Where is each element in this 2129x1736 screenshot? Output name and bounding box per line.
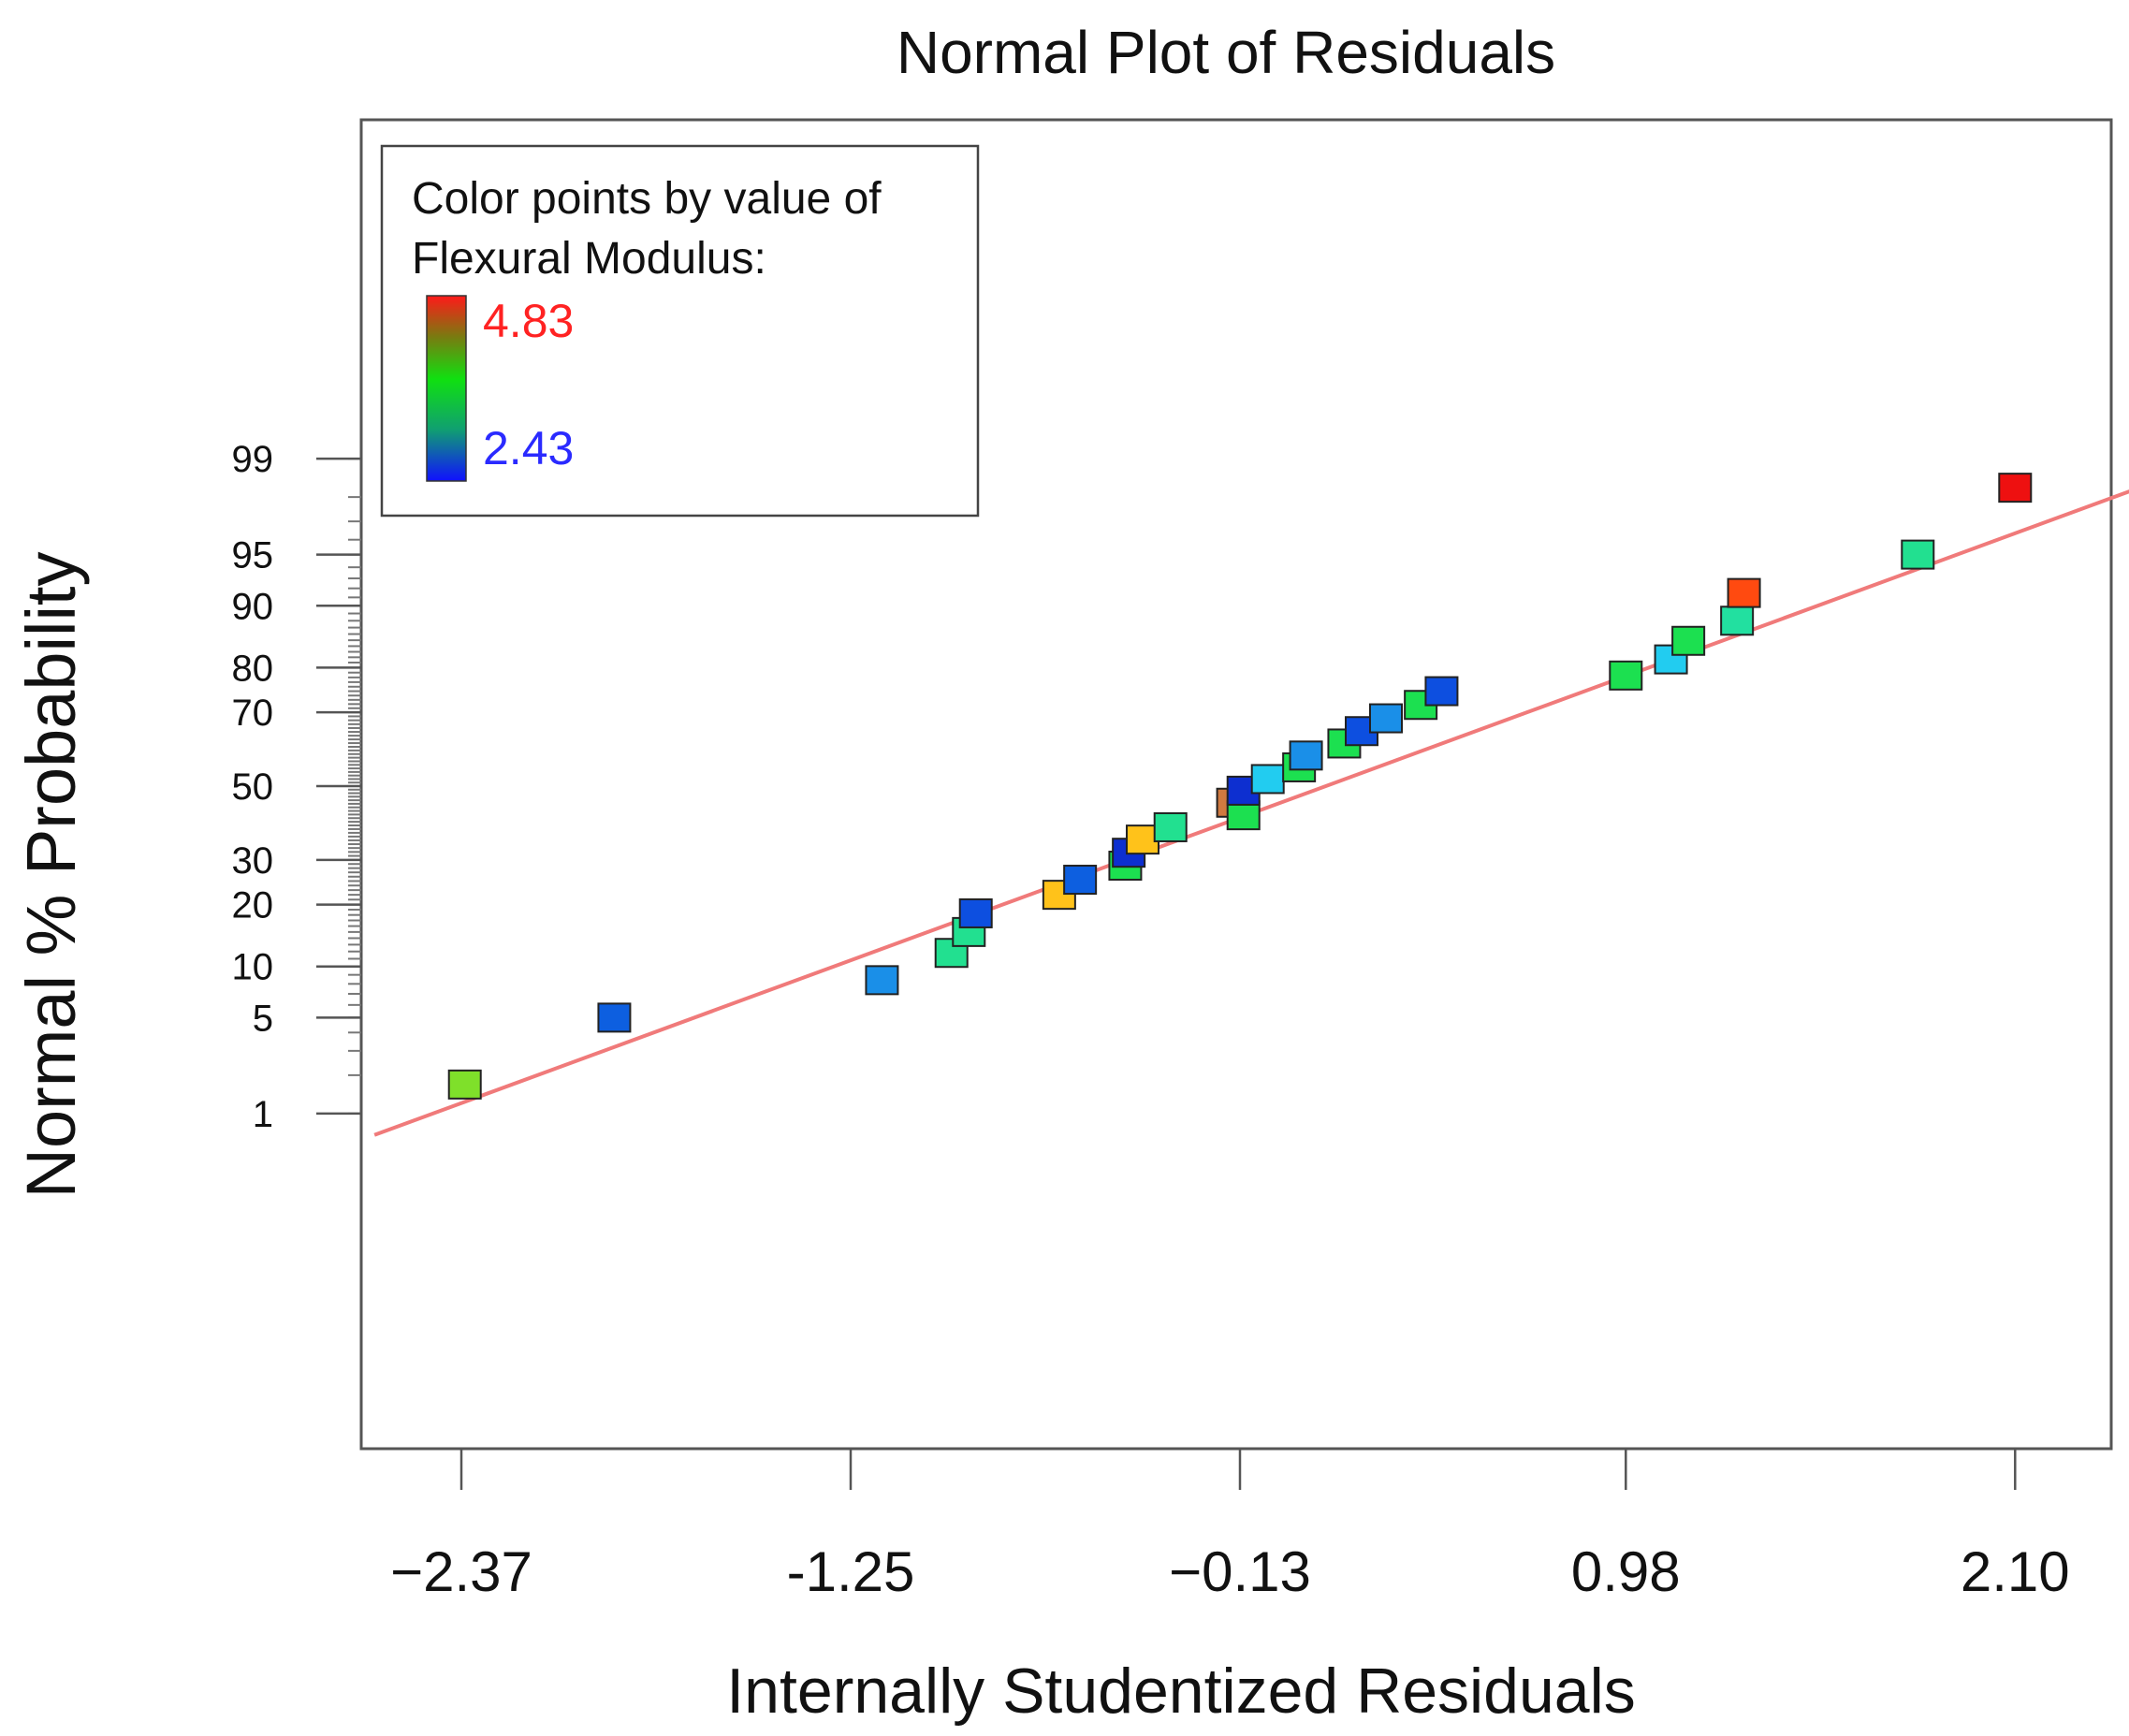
legend-title-line1: Color points by value of (412, 174, 882, 224)
data-point (1153, 811, 1188, 842)
data-point (1998, 473, 2033, 503)
x-tick-label: -1.25 (787, 1540, 915, 1603)
data-point (1424, 676, 1459, 707)
fit-line (373, 489, 2129, 1137)
legend-box: Color points by value of Flexural Modulu… (380, 144, 980, 518)
y-tick-label: 99 (232, 439, 274, 480)
x-tick-label: −2.37 (390, 1540, 532, 1603)
data-point (1901, 539, 1935, 570)
data-point (1289, 740, 1323, 771)
legend-title-line2: Flexural Modulus: (412, 234, 766, 284)
reference-line (373, 489, 2129, 1137)
data-point (1671, 625, 1706, 656)
y-tick-label: 10 (232, 947, 274, 988)
data-point (1609, 660, 1643, 691)
data-point (1369, 703, 1404, 734)
data-point (958, 897, 993, 928)
data-point (1126, 824, 1160, 855)
y-tick-label: 1 (253, 1094, 273, 1135)
data-point (952, 916, 986, 947)
x-tick-label: −0.13 (1169, 1540, 1311, 1603)
y-axis-label: Normal % Probability (12, 552, 90, 1199)
data-point (1250, 764, 1285, 795)
chart-title: Normal Plot of Residuals (897, 19, 1555, 86)
x-axis-label: Internally Studentized Residuals (726, 1656, 1635, 1727)
data-point (1727, 577, 1761, 608)
x-tick-label: 0.98 (1571, 1540, 1681, 1603)
x-axis: −2.37 -1.25 −0.13 0.98 2.10 (390, 1449, 2070, 1603)
data-point (1720, 605, 1755, 636)
y-tick-label: 70 (232, 693, 274, 734)
y-tick-label: 95 (232, 535, 274, 576)
y-tick-label: 20 (232, 885, 274, 926)
legend-color-scale (426, 295, 467, 482)
y-tick-label: 30 (232, 840, 274, 882)
y-tick-label: 80 (232, 648, 274, 689)
data-point (1654, 644, 1688, 675)
legend-max-label: 4.83 (483, 295, 574, 347)
data-points (447, 473, 2033, 1100)
legend-min-label: 2.43 (483, 422, 574, 474)
data-point (1063, 865, 1098, 896)
data-point (597, 1002, 632, 1033)
x-tick-label: 2.10 (1961, 1540, 2070, 1603)
data-point (447, 1069, 482, 1100)
y-tick-label: 90 (232, 586, 274, 627)
y-tick-label: 50 (232, 766, 274, 808)
y-tick-label: 5 (253, 998, 273, 1039)
data-point (865, 965, 899, 996)
